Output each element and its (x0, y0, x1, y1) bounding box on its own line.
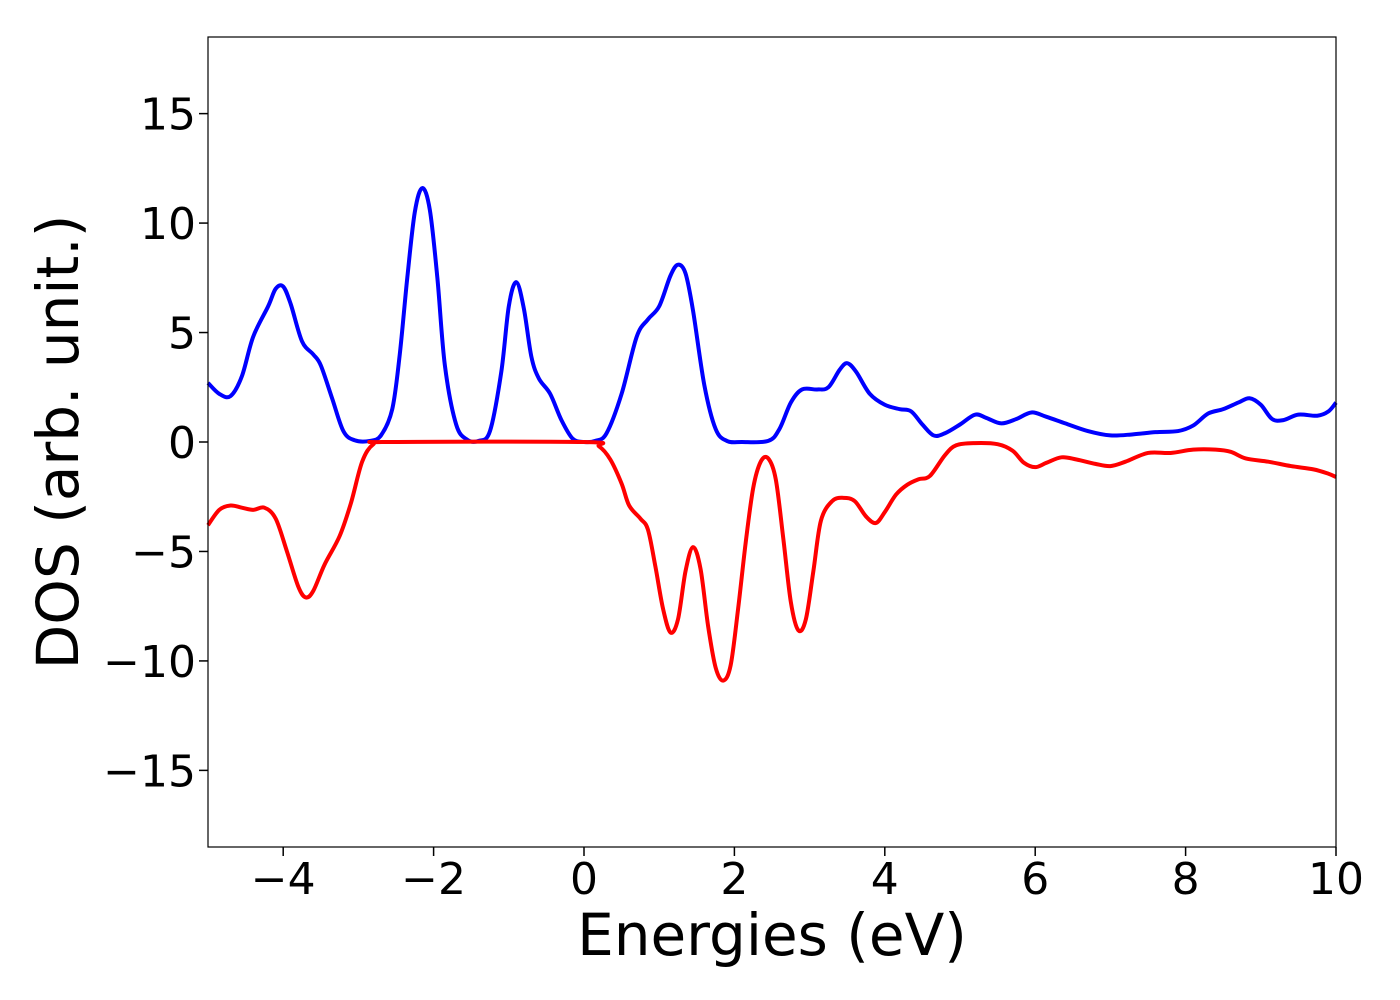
x-tick-label: 0 (570, 854, 598, 905)
x-tick-label: 4 (871, 854, 899, 905)
y-axis-title: DOS (arb. unit.) (24, 215, 92, 670)
y-tick-label: 10 (140, 199, 196, 250)
x-axis-title: Energies (eV) (577, 901, 967, 969)
y-tick-label: 5 (168, 309, 196, 360)
series-line-1 (206, 186, 1338, 445)
x-axis-ticks: −4 −2 0 2 4 6 8 10 (251, 847, 1364, 905)
y-tick-label: 0 (168, 418, 196, 469)
x-tick-label: −4 (251, 854, 316, 905)
y-tick-label: −15 (103, 746, 196, 797)
series-layer (206, 186, 1338, 683)
x-tick-label: 10 (1308, 854, 1364, 905)
x-tick-label: 8 (1172, 854, 1200, 905)
x-tick-label: −2 (401, 854, 466, 905)
x-tick-label: 6 (1021, 854, 1049, 905)
series-line-2 (206, 439, 1337, 683)
y-tick-label: −5 (131, 527, 196, 578)
y-tick-label: −10 (103, 637, 196, 688)
y-tick-label: 15 (140, 90, 196, 141)
y-axis-ticks: 15 10 5 0 −5 −10 −15 (103, 90, 208, 797)
x-tick-label: 2 (720, 854, 748, 905)
